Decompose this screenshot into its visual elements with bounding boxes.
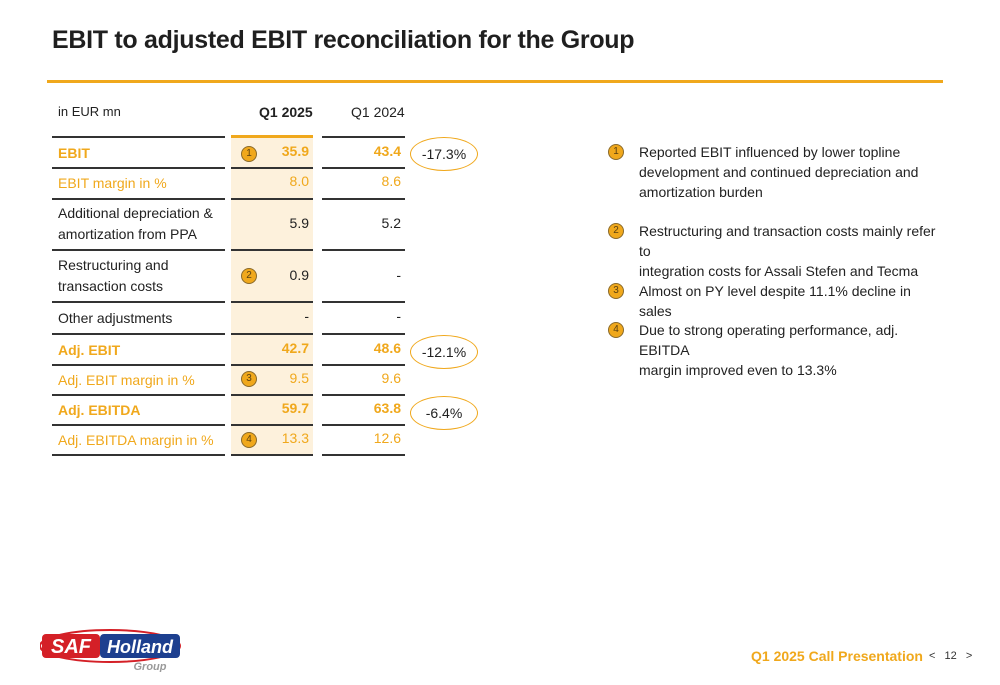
header-line: [231, 135, 313, 138]
svg-text:SAF: SAF: [51, 636, 92, 658]
row-divider: [231, 167, 313, 169]
row-divider: [322, 424, 405, 426]
note-item: Due to strong operating performance, adj…: [639, 322, 899, 378]
note-badge: 1: [608, 144, 624, 160]
row-divider: [52, 249, 225, 251]
saf-holland-logo: SAF Holland Group: [40, 629, 181, 672]
next-page-button[interactable]: >: [965, 650, 973, 662]
column-header-q1-2024: Q1 2024: [351, 104, 405, 120]
row-label: Adj. EBITDA margin in %: [58, 432, 214, 448]
note-item: Restructuring and transaction costs main…: [639, 223, 936, 279]
row-divider: [52, 167, 225, 169]
marker-badge: 3: [241, 371, 257, 387]
row-divider: [52, 198, 225, 200]
row-label: Adj. EBIT margin in %: [58, 372, 195, 388]
row-value-q1-2025: 5.9: [289, 215, 309, 231]
row-value-q1-2025: 13.3: [281, 430, 309, 446]
row-divider: [231, 249, 313, 251]
row-divider: [52, 394, 225, 396]
row-divider: [231, 301, 313, 303]
row-value-q1-2024: 63.8: [373, 400, 401, 416]
row-value-q1-2025: 35.9: [281, 143, 309, 159]
row-value-q1-2025: 59.7: [281, 400, 309, 416]
row-divider: [231, 394, 313, 396]
row-divider: [52, 301, 225, 303]
row-label: EBIT: [58, 145, 90, 161]
row-divider: [231, 424, 313, 426]
row-divider: [231, 364, 313, 366]
prev-page-button[interactable]: <: [929, 650, 936, 662]
change-oval-adj-ebit: -12.1%: [410, 335, 478, 369]
note-badge: 4: [608, 322, 624, 338]
row-value-q1-2025: 9.5: [289, 370, 309, 386]
row-divider: [322, 394, 405, 396]
row-label: Restructuring and transaction costs: [58, 257, 169, 294]
row-divider: [322, 167, 405, 169]
row-value-q1-2024: -: [396, 267, 401, 283]
note-item: Reported EBIT influenced by lower toplin…: [639, 144, 919, 200]
row-label: Adj. EBIT: [58, 342, 121, 358]
row-divider: [231, 198, 313, 200]
row-label: Additional depreciation & amortization f…: [58, 205, 213, 242]
row-divider: [322, 301, 405, 303]
row-value-q1-2024: 48.6: [373, 340, 401, 356]
row-value-q1-2024: 8.6: [381, 173, 401, 189]
marker-badge: 1: [241, 146, 257, 162]
q1-2025-column-highlight: [231, 137, 313, 455]
row-divider: [52, 333, 225, 335]
page-number: 12: [944, 650, 957, 662]
pager: < 12 >: [926, 650, 975, 662]
row-divider: [322, 333, 405, 335]
note-badge: 3: [608, 283, 624, 299]
footer-title: Q1 2025 Call Presentation: [751, 648, 923, 664]
page-title: EBIT to adjusted EBIT reconciliation for…: [52, 26, 635, 54]
note-item: Almost on PY level despite 11.1% decline…: [639, 283, 911, 319]
marker-badge: 4: [241, 432, 257, 448]
svg-text:Group: Group: [134, 661, 167, 672]
row-divider: [322, 249, 405, 251]
row-value-q1-2025: -: [304, 308, 309, 324]
row-value-q1-2025: 42.7: [281, 340, 309, 356]
row-divider: [52, 364, 225, 366]
column-header-q1-2025: Q1 2025: [259, 104, 313, 120]
row-label: Other adjustments: [58, 310, 173, 326]
header-line: [322, 136, 405, 138]
row-divider: [322, 198, 405, 200]
row-label: EBIT margin in %: [58, 175, 167, 191]
note-badge: 2: [608, 223, 624, 239]
title-divider: [47, 80, 943, 83]
header-line: [52, 136, 225, 138]
svg-text:Holland: Holland: [107, 637, 174, 657]
change-oval-adj-ebitda: -6.4%: [410, 396, 478, 430]
change-oval-ebit: -17.3%: [410, 137, 478, 171]
table-bottom-line: [231, 454, 313, 456]
unit-label: in EUR mn: [58, 104, 121, 119]
row-value-q1-2024: 43.4: [373, 143, 401, 159]
row-label: Adj. EBITDA: [58, 402, 141, 418]
row-value-q1-2025: 0.9: [289, 267, 309, 283]
row-divider: [52, 424, 225, 426]
table-bottom-line: [322, 454, 405, 456]
row-value-q1-2024: 5.2: [381, 215, 401, 231]
row-value-q1-2024: 9.6: [381, 370, 401, 386]
row-value-q1-2024: 12.6: [373, 430, 401, 446]
row-divider: [322, 364, 405, 366]
marker-badge: 2: [241, 268, 257, 284]
table-bottom-line: [52, 454, 225, 456]
row-value-q1-2025: 8.0: [289, 173, 309, 189]
row-value-q1-2024: -: [396, 308, 401, 324]
row-divider: [231, 333, 313, 335]
